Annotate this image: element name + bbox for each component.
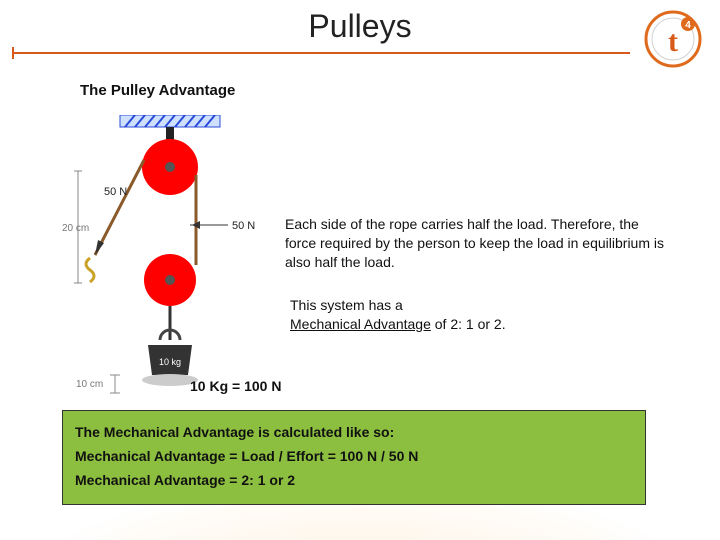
slide-title: Pulleys: [0, 8, 720, 45]
distance-label-10cm: 10 cm: [76, 379, 103, 390]
weight-label: 10 kg: [159, 357, 181, 367]
calc-line-1: The Mechanical Advantage is calculated l…: [75, 421, 633, 445]
rope-left: [95, 160, 144, 255]
calculation-box: The Mechanical Advantage is calculated l…: [62, 410, 646, 505]
distance-label-20cm: 20 cm: [62, 223, 89, 234]
section-heading: The Pulley Advantage: [80, 82, 235, 99]
calc-line-3: Mechanical Advantage = 2: 1 or 2: [75, 469, 633, 493]
calc-line-2: Mechanical Advantage = Load / Effort = 1…: [75, 445, 633, 469]
force-label-left: 50 N: [104, 186, 127, 198]
force-label-right: 50 N: [232, 220, 255, 232]
logo-letter: t: [668, 25, 678, 58]
explanation-paragraph-2: This system has a Mechanical Advantage o…: [290, 296, 670, 334]
title-underline: [12, 52, 630, 54]
rope-end-hook-icon: [86, 258, 94, 282]
explanation-paragraph-1: Each side of the rope carries half the l…: [285, 215, 665, 272]
logo-superscript: 4: [685, 20, 691, 31]
weight-force-equation: 10 Kg = 100 N: [190, 377, 281, 396]
brand-logo: t 4: [644, 10, 702, 68]
pulley-diagram: 10 kg 50 N 50 N 20 cm 10 cm: [60, 115, 280, 405]
ceiling-support: [120, 115, 220, 127]
title-tick: [12, 47, 14, 59]
mechanical-advantage-term: Mechanical Advantage: [290, 316, 431, 332]
para2-prefix: This system has a: [290, 297, 403, 313]
para2-suffix: of 2: 1 or 2.: [431, 316, 506, 332]
